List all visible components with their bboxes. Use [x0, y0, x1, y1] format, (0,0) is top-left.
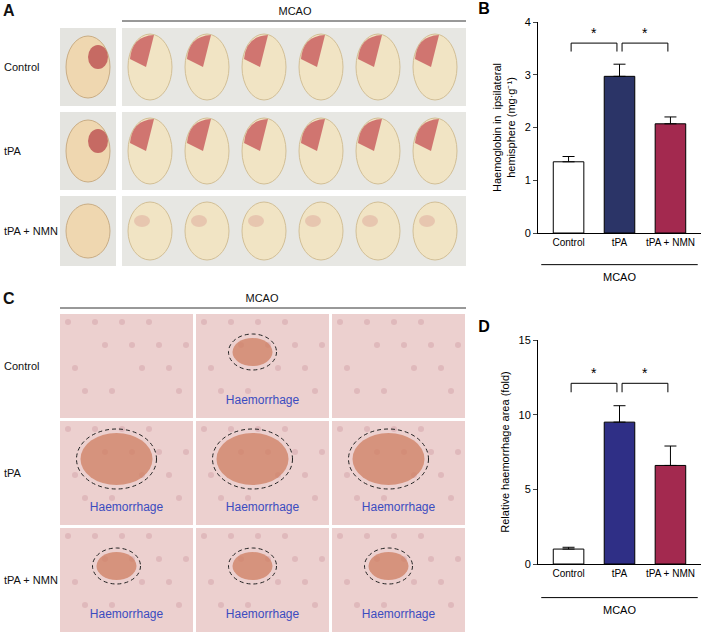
svg-text:Haemorrhage: Haemorrhage [226, 500, 300, 514]
svg-text:*: * [642, 365, 648, 381]
svg-text:5: 5 [525, 483, 531, 495]
svg-text:0: 0 [525, 227, 531, 239]
svg-text:tPA: tPA [4, 145, 22, 157]
svg-text:Control: Control [552, 237, 584, 248]
svg-text:Control: Control [552, 568, 584, 579]
svg-text:Relative haemorrhage area (fol: Relative haemorrhage area (fold) [499, 371, 511, 532]
svg-text:0: 0 [525, 558, 531, 570]
svg-text:tPA + NMN: tPA + NMN [646, 568, 695, 579]
svg-text:MCAO: MCAO [246, 292, 279, 304]
svg-text:tPA: tPA [4, 467, 22, 479]
svg-text:tPA: tPA [612, 237, 628, 248]
svg-text:1: 1 [525, 174, 531, 186]
svg-text:Haemorrhage: Haemorrhage [90, 607, 164, 621]
svg-text:Control: Control [4, 61, 39, 73]
svg-text:MCAO: MCAO [603, 604, 636, 616]
svg-text:Control: Control [4, 360, 39, 372]
svg-text:15: 15 [519, 334, 531, 346]
svg-text:Haemorrhage: Haemorrhage [362, 607, 436, 621]
svg-text:*: * [591, 365, 597, 381]
svg-text:3: 3 [525, 69, 531, 81]
svg-text:*: * [642, 25, 648, 41]
svg-text:MCAO: MCAO [603, 271, 636, 283]
svg-text:B: B [478, 0, 490, 17]
svg-text:4: 4 [525, 16, 531, 28]
svg-text:Haemorrhage: Haemorrhage [226, 607, 300, 621]
svg-text:Haemorrhage: Haemorrhage [226, 393, 300, 407]
svg-text:MCAO: MCAO [279, 5, 312, 17]
svg-text:2: 2 [525, 121, 531, 133]
svg-text:tPA + NMN: tPA + NMN [4, 574, 58, 586]
svg-text:Haemoglobin in ipsilateralhem: Haemoglobin in ipsilateralhemisphere (mg… [491, 63, 517, 192]
svg-text:D: D [478, 318, 490, 335]
svg-text:C: C [3, 290, 15, 307]
svg-text:A: A [3, 2, 15, 19]
svg-text:tPA + NMN: tPA + NMN [4, 225, 58, 237]
svg-text:tPA: tPA [612, 568, 628, 579]
svg-text:tPA + NMN: tPA + NMN [646, 237, 695, 248]
svg-text:*: * [591, 25, 597, 41]
svg-text:10: 10 [519, 409, 531, 421]
svg-text:Haemorrhage: Haemorrhage [90, 500, 164, 514]
svg-text:Haemorrhage: Haemorrhage [362, 500, 436, 514]
